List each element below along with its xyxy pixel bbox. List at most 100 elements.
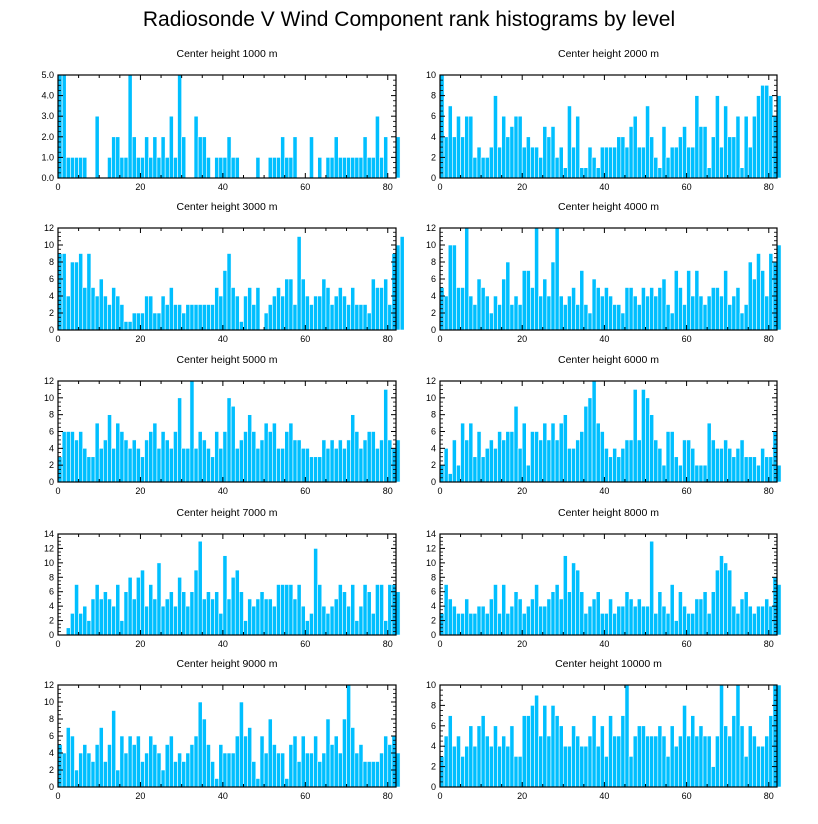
histogram-bar <box>472 456 478 483</box>
histogram-bar <box>259 735 265 788</box>
y-tick-label: 1.0 <box>41 152 54 162</box>
histogram-bar <box>698 126 704 179</box>
x-tick-label: 40 <box>218 486 228 496</box>
histogram-bar <box>468 422 474 483</box>
histogram-bar <box>152 422 158 483</box>
x-tick-label: 80 <box>764 334 774 344</box>
histogram-bar <box>156 157 162 179</box>
histogram-bar <box>136 448 141 483</box>
histogram-bar <box>476 725 482 788</box>
histogram-bar <box>210 304 215 331</box>
panel-title: Center height 1000 m <box>177 48 278 60</box>
histogram-bar <box>160 769 166 788</box>
histogram-bar <box>201 718 207 788</box>
histogram-bar <box>632 115 638 179</box>
histogram-bar <box>309 752 314 788</box>
panel-title: Center height 3000 m <box>177 201 278 213</box>
y-tick-label: 6 <box>431 721 436 731</box>
histogram-bar <box>735 684 741 788</box>
histogram-bar <box>706 422 712 483</box>
y-tick-label: 8 <box>431 257 436 267</box>
histogram-bar <box>739 725 745 788</box>
histogram-bar <box>669 146 675 179</box>
histogram-bar <box>111 710 117 788</box>
histogram-bar <box>337 439 343 483</box>
histogram-bar <box>119 620 125 636</box>
histogram-bar <box>702 126 708 179</box>
histogram-bar <box>164 439 170 483</box>
histogram-bar <box>525 464 531 483</box>
histogram-bar <box>276 752 281 788</box>
histogram-bar <box>513 115 519 179</box>
x-tick-label: 40 <box>599 639 609 649</box>
histogram-bar <box>756 95 761 179</box>
histogram-bar <box>148 295 154 331</box>
histogram-bar <box>181 136 187 179</box>
histogram-bar <box>185 448 191 483</box>
histogram-bar <box>61 431 67 483</box>
histogram-bar <box>185 605 191 636</box>
histogram-bar <box>743 304 749 331</box>
histogram-bar <box>333 598 339 636</box>
histogram-bar <box>509 605 515 636</box>
histogram-bar <box>292 304 298 331</box>
histogram-bar <box>197 136 203 179</box>
histogram-bar <box>678 464 683 483</box>
histogram-bar <box>562 414 568 483</box>
histogram-bar <box>160 605 166 636</box>
histogram-bar <box>497 745 502 788</box>
histogram-bar <box>379 157 384 179</box>
histogram-panel: 0 20 40 60 80 0 2 4 6 8 10 Center height 2000 m <box>426 48 782 192</box>
y-tick-label: 8 <box>49 572 54 582</box>
histogram-bar <box>177 576 182 636</box>
histogram-bar <box>538 439 544 483</box>
histogram-bar <box>624 591 630 636</box>
histogram-bar <box>90 456 96 483</box>
histogram-bar <box>230 405 236 483</box>
histogram-bar <box>567 295 572 331</box>
histogram-bar <box>86 752 92 788</box>
histogram-bar <box>263 598 269 636</box>
histogram-bar <box>140 569 145 636</box>
histogram-bar <box>168 448 174 483</box>
histogram-panel: 0 20 40 60 80 0.0 1.0 2.0 3.0 4.0 5.0 Center height… <box>41 48 401 192</box>
histogram-bar <box>131 312 137 331</box>
histogram-bar <box>395 136 401 179</box>
histogram-bar <box>214 778 220 788</box>
histogram-bar <box>452 605 457 636</box>
histogram-bar <box>550 261 556 331</box>
y-tick-label: 2 <box>431 308 436 318</box>
histogram-bar <box>554 584 560 636</box>
histogram-bar <box>243 431 248 483</box>
histogram-bar <box>554 157 560 179</box>
histogram-bar <box>525 605 531 636</box>
histogram-bar <box>296 584 302 636</box>
histogram-bar <box>197 304 203 331</box>
y-tick-label: 4 <box>431 443 436 453</box>
histogram-bar <box>776 95 782 179</box>
histogram-bar <box>583 405 589 483</box>
histogram-bar <box>567 591 572 636</box>
histogram-bar <box>280 448 286 483</box>
histogram-bar <box>608 715 613 788</box>
histogram-bar <box>599 295 605 331</box>
y-tick-label: 2 <box>49 308 54 318</box>
histogram-bar <box>632 605 638 636</box>
histogram-bar <box>226 397 232 483</box>
histogram-bar <box>354 620 360 636</box>
histogram-bar <box>747 261 753 331</box>
histogram-bar <box>673 456 679 483</box>
x-tick-label: 20 <box>517 639 527 649</box>
histogram-bar <box>464 115 470 179</box>
histogram-bar <box>70 613 75 636</box>
histogram-bar <box>193 304 199 331</box>
histogram-panel: 0 20 40 60 80 0 2 4 6 8 10 12 Center height 5000 m <box>44 354 401 496</box>
histogram-bar <box>148 431 154 483</box>
histogram-bar <box>575 735 581 788</box>
histogram-bar <box>702 304 708 331</box>
histogram-bar <box>267 157 273 179</box>
histogram-bar <box>272 157 277 179</box>
histogram-bar <box>197 540 203 636</box>
histogram-bar <box>698 725 704 788</box>
histogram-bar <box>375 115 380 179</box>
